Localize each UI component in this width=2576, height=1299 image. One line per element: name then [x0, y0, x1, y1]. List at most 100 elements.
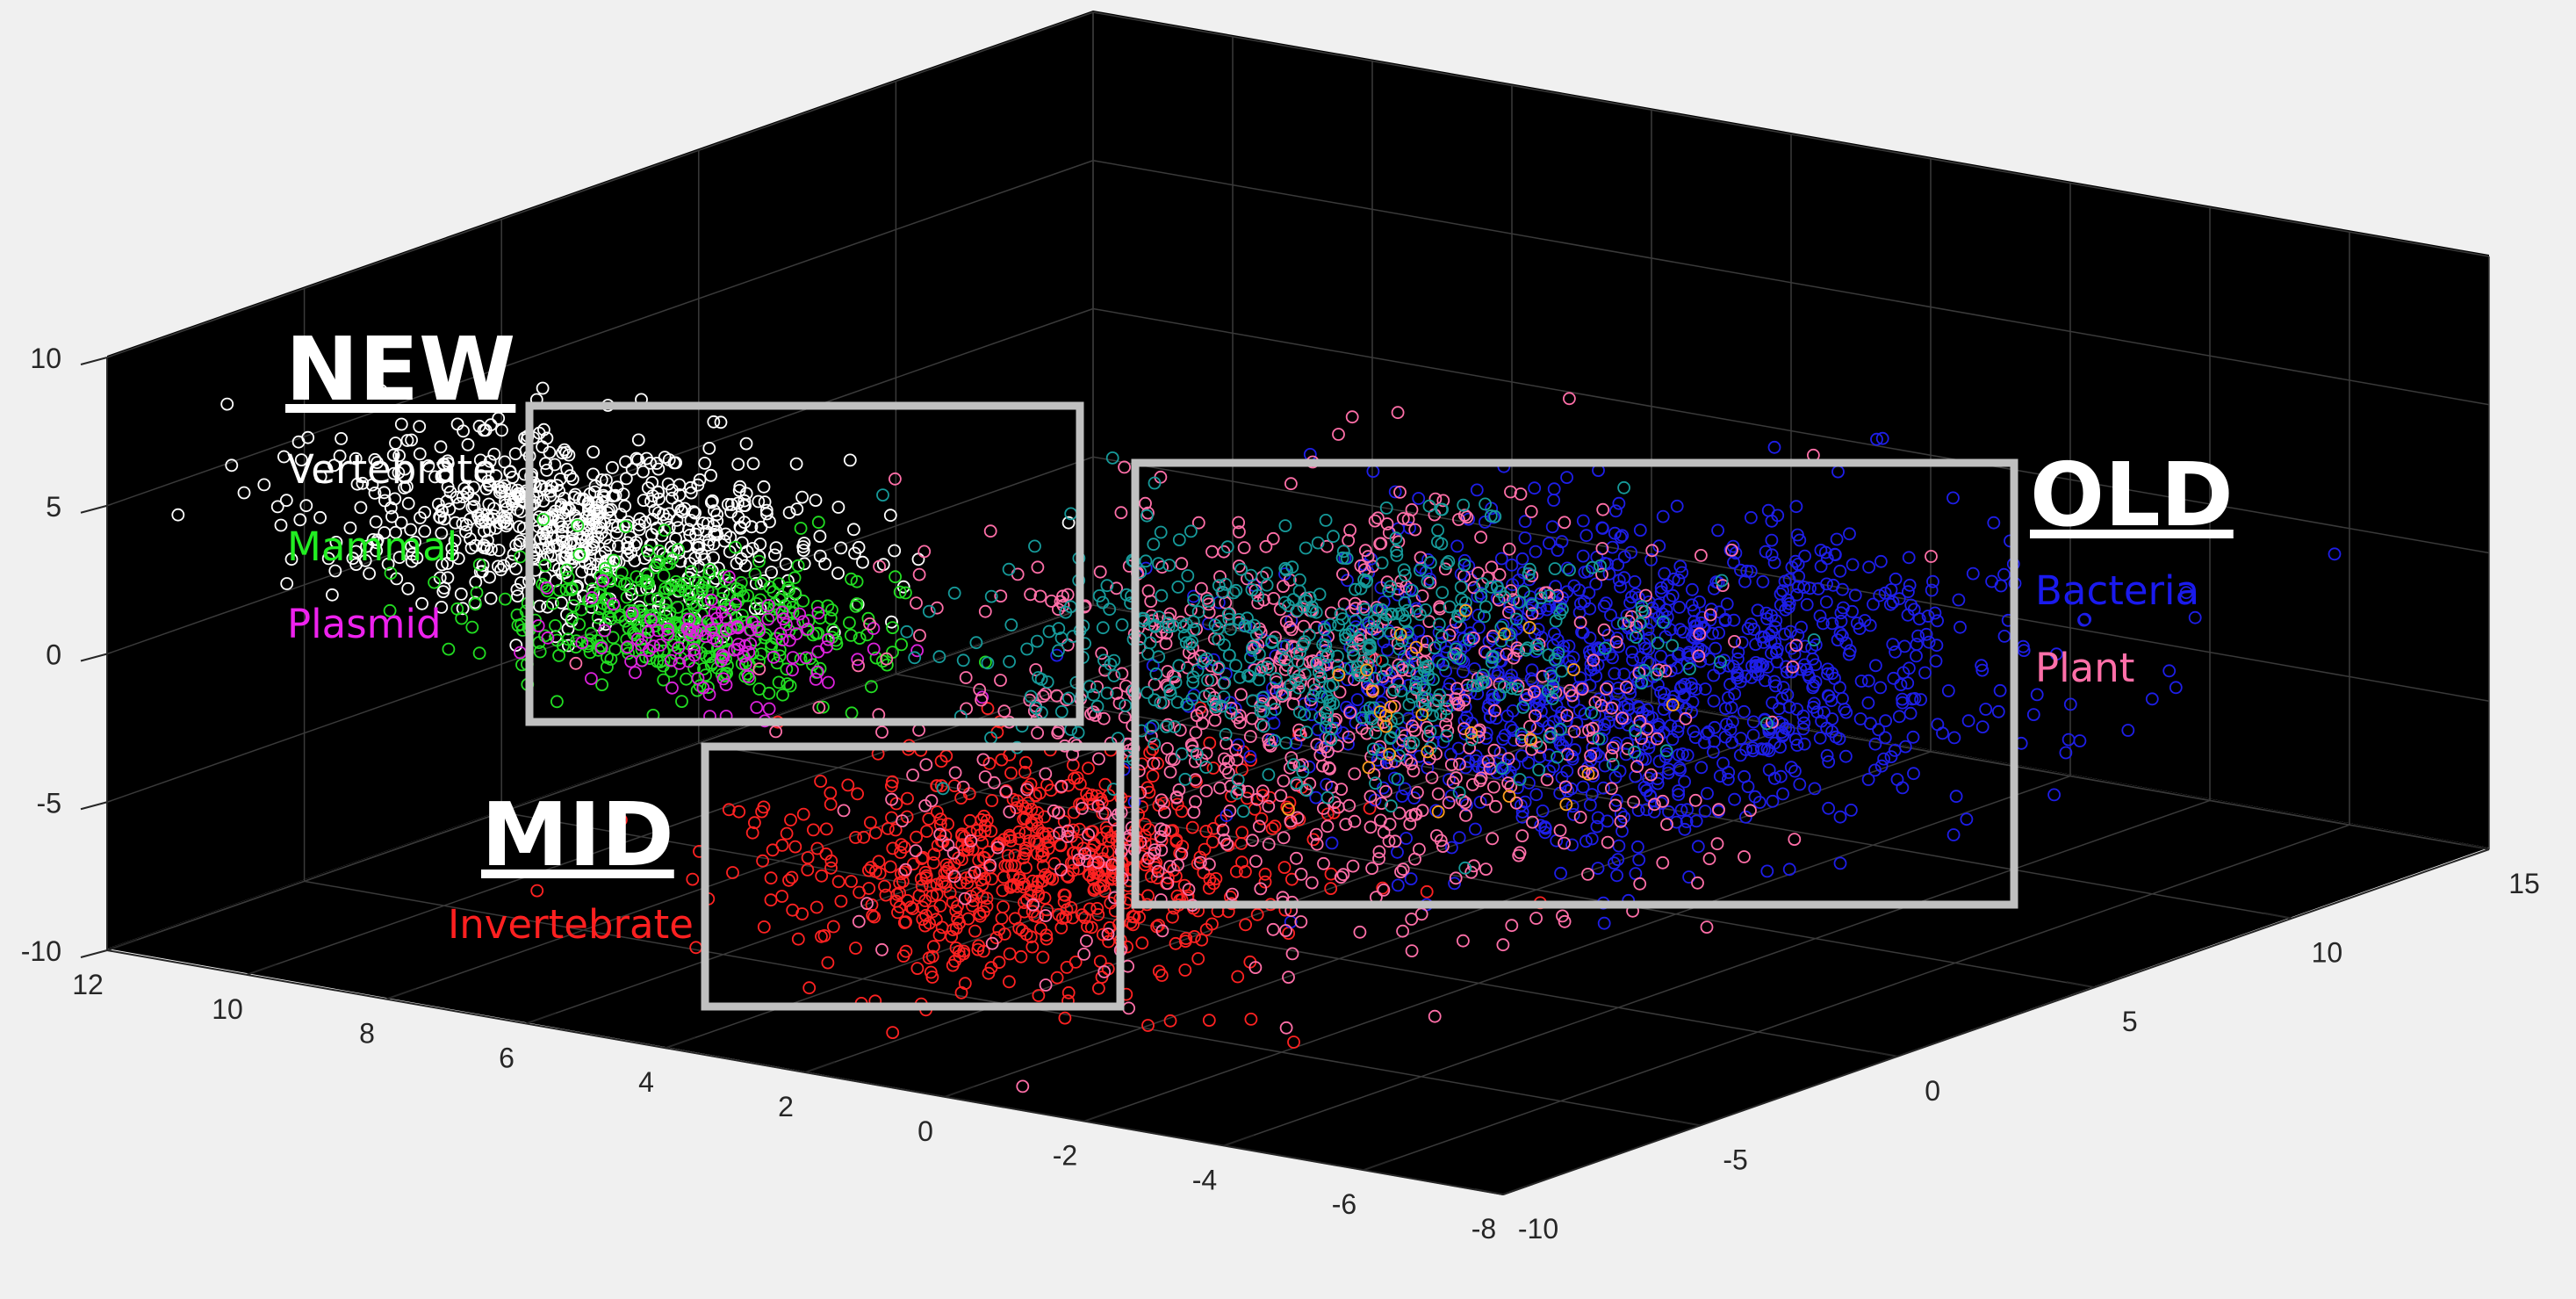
data-point: [1158, 805, 1171, 819]
data-point: [1670, 499, 1684, 513]
data-point: [1524, 505, 1538, 518]
mid-group-box: [701, 742, 1125, 1011]
data-point: [1082, 827, 1095, 841]
data-point: [819, 822, 833, 836]
data-point: [631, 433, 645, 447]
data-point: [1432, 654, 1446, 668]
data-point: [978, 819, 992, 833]
data-point: [1090, 902, 1105, 915]
data-point: [1656, 616, 1670, 629]
data-point: [1277, 639, 1291, 653]
data-point: [1596, 781, 1610, 795]
data-point: [936, 782, 950, 796]
data-point: [1738, 704, 1751, 718]
data-point: [479, 482, 493, 495]
data-point: [1052, 622, 1066, 635]
data-point: [1057, 888, 1071, 902]
data-point: [1274, 789, 1288, 803]
data-point: [550, 695, 564, 709]
data-point: [1260, 578, 1274, 592]
data-point: [935, 920, 949, 935]
data-point: [1018, 847, 1032, 861]
data-point: [1518, 515, 1532, 529]
data-point: [1556, 603, 1569, 617]
data-point: [732, 805, 746, 819]
data-point: [2073, 734, 2087, 747]
data-point: [999, 785, 1013, 798]
data-point: [492, 559, 505, 574]
data-point: [1608, 526, 1622, 540]
data-point: [1822, 755, 1836, 769]
data-point: [1261, 660, 1274, 675]
data-point: [2030, 688, 2044, 702]
data-point: [387, 466, 401, 480]
data-point: [729, 540, 742, 554]
data-point: [1159, 637, 1173, 651]
data-point: [1744, 804, 1757, 818]
data-point: [1277, 861, 1292, 874]
data-point: [582, 509, 596, 523]
data-point: [1440, 702, 1454, 716]
data-point: [1193, 850, 1207, 864]
data-point: [1744, 565, 1758, 578]
data-point: [1254, 718, 1268, 732]
data-point: [1184, 524, 1198, 538]
data-point: [719, 678, 733, 692]
x-tick-label: 2: [778, 1091, 794, 1122]
data-point: [1408, 681, 1422, 695]
data-point: [1583, 798, 1597, 812]
data-point: [1745, 671, 1759, 684]
data-point: [1629, 588, 1643, 601]
data-point: [1040, 903, 1054, 917]
data-point: [368, 487, 382, 500]
data-point: [1282, 971, 1295, 984]
data-point: [996, 884, 1010, 898]
data-point: [1041, 841, 1055, 855]
data-point: [1792, 569, 1806, 583]
data-point: [797, 557, 811, 571]
data-point: [1688, 793, 1702, 807]
data-point: [467, 500, 481, 513]
data-point: [1368, 671, 1381, 685]
data-point: [472, 419, 486, 433]
data-point: [1473, 796, 1487, 809]
data-point: [925, 905, 939, 919]
data-point: [1262, 732, 1275, 747]
data-point: [1821, 667, 1834, 681]
data-point: [1505, 682, 1519, 696]
data-point: [434, 440, 448, 454]
data-point: [1339, 818, 1353, 831]
data-point: [1912, 612, 1926, 626]
data-point: [1166, 669, 1180, 682]
data-point: [672, 641, 685, 655]
data-point: [1161, 742, 1174, 755]
data-point: [1740, 564, 1754, 578]
data-point: [1025, 816, 1039, 830]
data-point: [694, 646, 708, 660]
data-point: [452, 496, 466, 510]
data-point: [1498, 590, 1511, 604]
data-point: [1282, 803, 1295, 816]
data-point: [1325, 836, 1339, 850]
data-point: [1572, 605, 1587, 619]
data-point: [704, 495, 718, 509]
data-point: [1658, 687, 1671, 700]
data-point: [1789, 500, 1803, 514]
data-point: [1181, 569, 1195, 582]
data-point: [1496, 938, 1510, 952]
data-point: [889, 472, 902, 486]
data-point: [1590, 819, 1604, 834]
data-point: [997, 870, 1011, 884]
data-point: [1673, 559, 1687, 574]
data-point: [651, 654, 664, 668]
data-point: [701, 615, 715, 628]
data-point: [1358, 544, 1372, 558]
data-point: [405, 539, 419, 553]
data-point: [878, 879, 891, 893]
data-point: [1323, 694, 1337, 708]
data-point: [1585, 832, 1599, 846]
data-point: [495, 481, 508, 494]
data-point: [1421, 745, 1435, 759]
data-point: [1610, 869, 1623, 883]
old-heading: OLD: [2030, 444, 2234, 546]
